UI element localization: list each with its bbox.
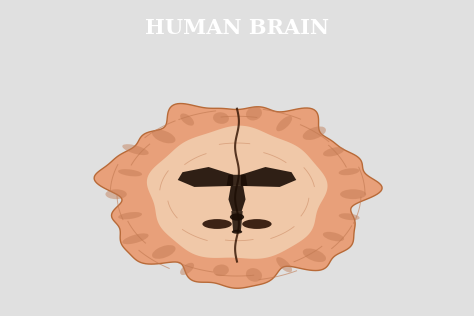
Ellipse shape xyxy=(340,189,366,199)
Ellipse shape xyxy=(152,130,175,143)
Ellipse shape xyxy=(122,234,149,244)
Ellipse shape xyxy=(118,169,142,176)
Ellipse shape xyxy=(191,170,231,190)
Polygon shape xyxy=(228,186,246,211)
Ellipse shape xyxy=(232,230,242,234)
Ellipse shape xyxy=(118,212,142,219)
Ellipse shape xyxy=(323,232,344,241)
Ellipse shape xyxy=(213,264,229,276)
Ellipse shape xyxy=(180,113,194,126)
Ellipse shape xyxy=(303,126,326,140)
Ellipse shape xyxy=(339,213,360,220)
Ellipse shape xyxy=(303,248,326,262)
Ellipse shape xyxy=(323,147,344,156)
Polygon shape xyxy=(147,126,328,259)
Ellipse shape xyxy=(180,263,194,275)
Ellipse shape xyxy=(213,112,229,124)
Polygon shape xyxy=(227,175,247,186)
Polygon shape xyxy=(94,104,382,288)
Ellipse shape xyxy=(246,107,262,120)
Ellipse shape xyxy=(246,268,262,282)
Ellipse shape xyxy=(152,245,175,259)
Ellipse shape xyxy=(243,170,283,190)
Ellipse shape xyxy=(338,168,359,175)
Polygon shape xyxy=(178,167,233,187)
Ellipse shape xyxy=(242,219,272,229)
Polygon shape xyxy=(241,167,296,187)
Ellipse shape xyxy=(105,189,127,199)
Ellipse shape xyxy=(122,144,149,155)
Polygon shape xyxy=(231,211,243,232)
Ellipse shape xyxy=(202,219,232,229)
Text: HUMAN BRAIN: HUMAN BRAIN xyxy=(145,18,329,39)
Ellipse shape xyxy=(276,257,292,272)
Ellipse shape xyxy=(276,116,292,131)
Ellipse shape xyxy=(230,213,244,221)
